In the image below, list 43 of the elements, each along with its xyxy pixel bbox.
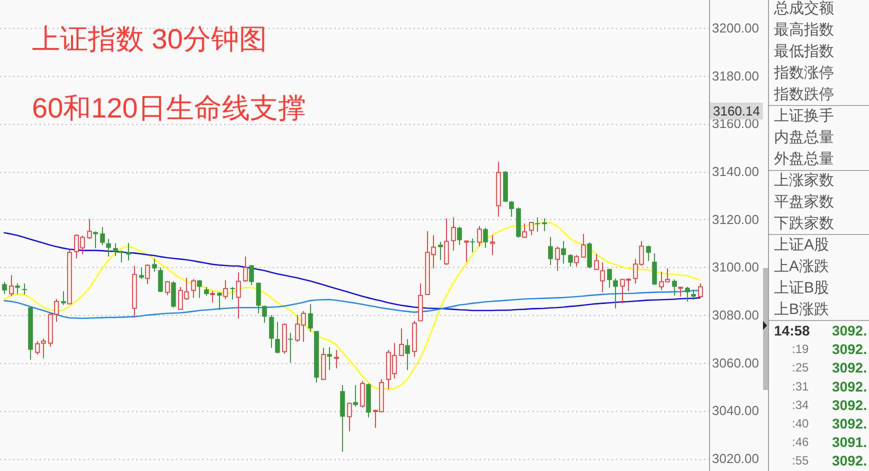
card-time: :34 xyxy=(792,398,809,412)
title: 上证指数 30分钟图 xyxy=(32,24,267,54)
card-time: :55 xyxy=(792,454,809,468)
card-value: 3092. xyxy=(832,322,867,338)
y-tick-label: 3100.00 xyxy=(712,260,759,275)
y-tick-label: 3040.00 xyxy=(712,403,759,418)
y-tick-label: 3080.00 xyxy=(712,308,759,323)
y-tick-label: 3180.00 xyxy=(712,68,759,84)
card-label: 指数涨停 xyxy=(774,64,834,82)
card-label: 最低指数 xyxy=(774,43,834,60)
card-value: 3092. xyxy=(832,360,867,376)
card-label: 上证换手 xyxy=(774,108,834,124)
card-label: 上B涨跌 xyxy=(774,301,830,318)
card-time: 14:58 xyxy=(774,322,810,338)
card-label: 总成交额 xyxy=(774,0,834,17)
card-label: 内盘总量 xyxy=(774,129,834,146)
price-label-text: 3160.14 xyxy=(713,104,760,118)
card-label: 上涨家数 xyxy=(774,172,834,189)
y-tick-label: 3200.00 xyxy=(712,20,759,36)
card-value: 3092. xyxy=(832,416,867,432)
card-time: :31 xyxy=(792,379,809,394)
card-value: 3092. xyxy=(832,452,867,469)
y-tick-label: 3020.00 xyxy=(712,451,759,466)
card-time: :46 xyxy=(792,435,809,450)
card-label: 上证B股 xyxy=(774,280,830,296)
card-time: :19 xyxy=(792,342,809,356)
card-value: 3092. xyxy=(832,341,867,358)
card-value: 3092. xyxy=(832,378,867,394)
card-time: :25 xyxy=(792,360,809,375)
subtitle: 60和120日生命线支撑 xyxy=(32,92,306,124)
card-label: 指数跌停 xyxy=(774,86,834,103)
y-tick-label: 3060.00 xyxy=(712,355,759,370)
card-value: 3092. xyxy=(832,396,867,413)
y-tick-label: 3120.00 xyxy=(712,212,759,227)
card-label: 最高指数 xyxy=(774,22,834,38)
y-tick-label: 3140.00 xyxy=(712,164,759,179)
card-label: 平盘家数 xyxy=(774,194,834,210)
card-value: 3091. xyxy=(832,434,867,450)
card-label: 上A涨跌 xyxy=(774,258,830,275)
card-label: 下跌家数 xyxy=(774,215,834,232)
card-label: 外盘总量 xyxy=(774,150,834,168)
card-time: :40 xyxy=(792,416,809,430)
card-label: 上证A股 xyxy=(774,236,830,254)
